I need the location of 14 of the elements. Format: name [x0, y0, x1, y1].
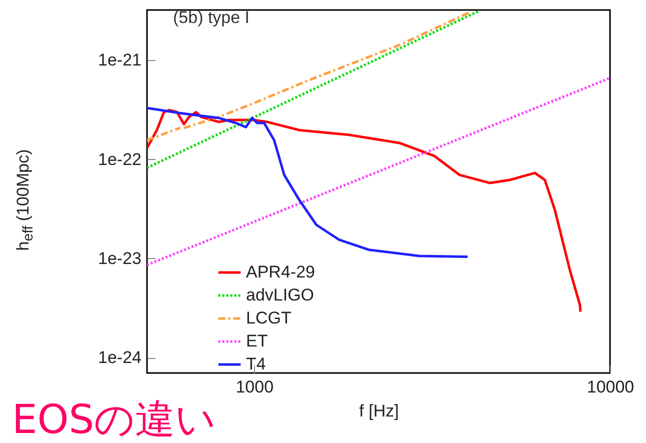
y-tick-label: 1e-22 [98, 150, 142, 169]
x-tick-label: 1000 [236, 378, 274, 396]
x-axis-title: f [Hz] [359, 402, 399, 420]
legend-label: LCGT [246, 308, 292, 328]
legend-label: ET [246, 332, 268, 350]
text: EOSの違い [12, 396, 216, 443]
annotation: (5b) type I [173, 8, 250, 28]
legend-label: advLIGO [246, 286, 314, 304]
legend-label: T4 [246, 354, 266, 374]
legend-label: APR4-29 [246, 262, 315, 282]
y-tick-label: 1e-23 [98, 248, 142, 268]
y-tick-label: 1e-24 [98, 348, 142, 368]
y-tick-label: 1e-21 [98, 50, 142, 70]
x-tick-label: 10000 [586, 378, 634, 396]
